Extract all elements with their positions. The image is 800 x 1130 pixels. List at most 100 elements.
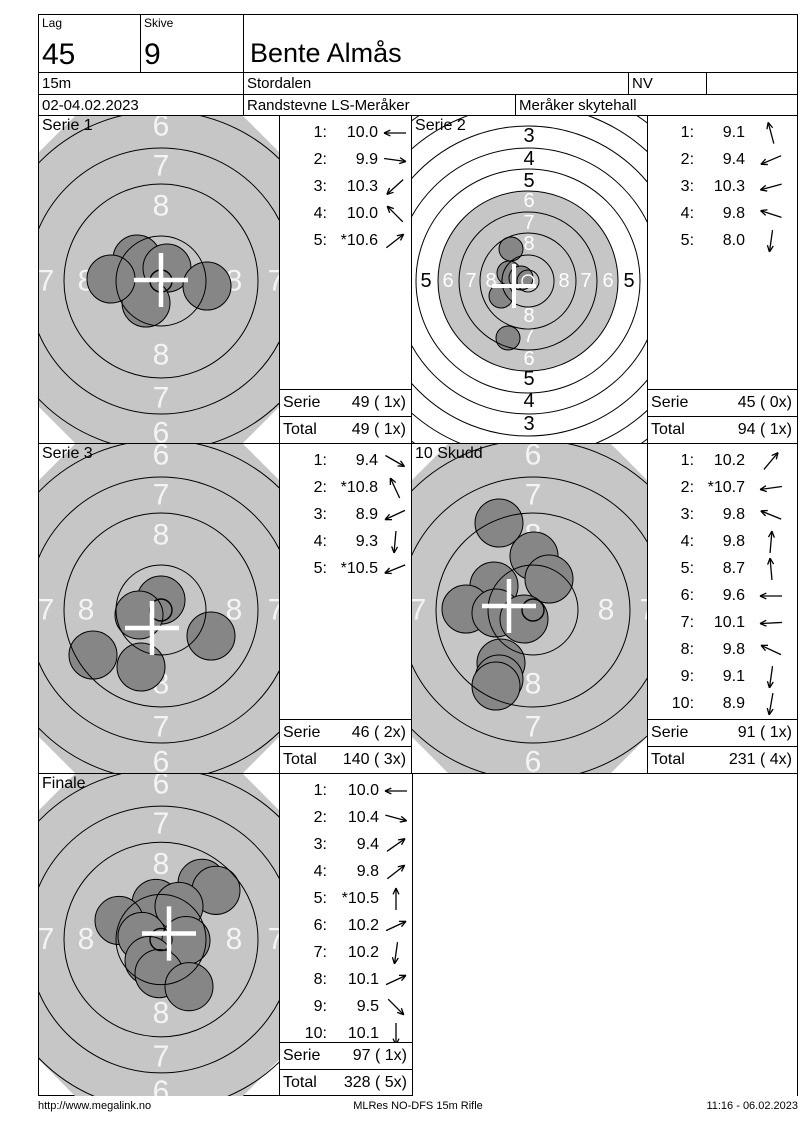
- shot-score-row: 4: 9.8: [648, 200, 797, 227]
- distance-value: 15m: [42, 75, 72, 92]
- svg-text:6: 6: [523, 190, 534, 212]
- shot-score-row: 2: *10.8: [280, 474, 411, 501]
- shot-arrow: [378, 201, 411, 227]
- shot-value: 9.8: [722, 532, 745, 550]
- shot-number: 1:: [313, 123, 327, 141]
- shot-arrow: [745, 502, 797, 528]
- event-cell: Randstevne LS-Meråker: [244, 95, 516, 115]
- svg-text:8: 8: [226, 594, 243, 627]
- shot-number: 8:: [313, 970, 327, 988]
- lag-label: Lag: [42, 16, 63, 30]
- header-row-3: 02-04.02.2023 Randstevne LS-Meråker Merå…: [39, 95, 797, 116]
- shot-direction-arrow: [766, 665, 774, 688]
- shot-value: 9.9: [355, 150, 379, 168]
- svg-text:7: 7: [640, 594, 647, 627]
- shot-score-row: 4: 10.0: [280, 200, 411, 227]
- shot-direction-arrow: [759, 591, 782, 600]
- shot-number: 4:: [680, 532, 695, 550]
- shot-score-row: 10: 8.9: [648, 690, 797, 717]
- total-value: 231 ( 4x): [728, 751, 792, 768]
- serie-value: 91 ( 1x): [737, 724, 792, 741]
- shot-arrow: [378, 448, 411, 474]
- event-value: Randstevne LS-Meråker: [247, 96, 410, 114]
- shot-direction-arrow: [760, 509, 782, 520]
- total-sum-row: Total 231 ( 4x): [648, 746, 797, 773]
- shot-value: 9.5: [356, 997, 379, 1015]
- svg-text:6: 6: [153, 444, 170, 472]
- shot-direction-arrow: [384, 454, 405, 467]
- shot-list: 1: 10.0 2: 9.9 3: 10.3 4: 10.0 5: *10.6: [280, 116, 411, 389]
- shot-direction-arrow: [385, 920, 406, 931]
- shot-number: 2:: [680, 150, 695, 168]
- shot-value: 9.3: [355, 532, 379, 550]
- svg-text:7: 7: [153, 1040, 170, 1073]
- shot-direction-arrow: [383, 156, 406, 164]
- shot-arrow: [745, 228, 797, 254]
- date-cell: 02-04.02.2023: [39, 95, 244, 115]
- shot-score-row: 1: 9.1: [648, 119, 797, 146]
- shot-score-row: 3: 10.3: [280, 173, 411, 200]
- total-label: Total: [283, 751, 317, 768]
- shot-direction-arrow: [766, 229, 774, 252]
- svg-text:8: 8: [153, 848, 170, 881]
- footer-url: http://www.megalink.no: [38, 1100, 152, 1112]
- shot-arrow: [378, 147, 411, 173]
- shot-arrow: [378, 556, 411, 582]
- skive-value: 9: [144, 38, 161, 71]
- shooter-name: Bente Almås: [250, 38, 402, 68]
- svg-text:8: 8: [598, 594, 615, 627]
- date-value: 02-04.02.2023: [42, 96, 139, 114]
- shot-arrow: [745, 174, 797, 200]
- total-sum-row: Total 49 ( 1x): [280, 416, 412, 443]
- shot-arrow: [379, 859, 412, 885]
- shot-value: 9.8: [722, 505, 745, 523]
- shot-arrow: [378, 475, 411, 501]
- shot-value: 9.1: [722, 667, 745, 685]
- shot-number: 5:: [313, 559, 327, 577]
- shot-number: 7:: [680, 613, 695, 631]
- shot-value: 9.8: [722, 640, 745, 658]
- shot-direction-arrow: [391, 887, 400, 910]
- shot-value: 9.1: [722, 123, 745, 141]
- shot-score-row: 6: 9.6: [648, 582, 797, 609]
- panel-title: 10 Skudd: [415, 445, 483, 462]
- shot-arrow: [745, 120, 797, 146]
- shot-number: 3:: [313, 505, 327, 523]
- shot-number: 2:: [313, 808, 327, 826]
- shot-value: *10.6: [340, 231, 379, 249]
- shot-score-row: 1: 9.4: [280, 447, 411, 474]
- shot-direction-arrow: [760, 644, 782, 655]
- shot-score-row: 3: 9.4: [280, 831, 412, 858]
- svg-text:5: 5: [623, 270, 634, 292]
- shot-list: 1: 10.0 2: 10.4 3: 9.4 4: 9.8 5: *10.5 6: 10.2 7: 10.…: [280, 774, 412, 1042]
- total-sum-row: Total 140 ( 3x): [280, 746, 412, 773]
- svg-text:8: 8: [525, 668, 542, 701]
- shot-number: 10:: [671, 694, 695, 712]
- header-row-1: Lag 45 Skive 9 Bente Almås: [39, 15, 797, 73]
- shot-value: 10.2: [347, 916, 379, 934]
- total-label: Total: [651, 421, 685, 438]
- shot-value: 10.3: [346, 177, 379, 195]
- shot-direction-arrow: [386, 864, 405, 879]
- shot-list: 1: 9.4 2: *10.8 3: 8.9 4: 9.3 5: *10.5: [280, 444, 411, 719]
- shot-number: 9:: [313, 997, 327, 1015]
- svg-text:8: 8: [523, 233, 534, 255]
- shot-number: 4:: [313, 862, 327, 880]
- shot-value: 9.4: [355, 451, 379, 469]
- shot-value: 9.4: [722, 150, 745, 168]
- shot-score-row: 3: 8.9: [280, 501, 411, 528]
- shot-score-row: 2: 10.4: [280, 804, 412, 831]
- shot-number: 1:: [313, 451, 327, 469]
- shot-number: 1:: [680, 451, 695, 469]
- score-column-serie-2: 1: 9.1 2: 9.4 3: 10.3 4: 9.8 5: 8.0 Serie 45 ( 0x…: [647, 116, 797, 443]
- svg-text:4: 4: [523, 390, 534, 412]
- shot-list: 1: 9.1 2: 9.4 3: 10.3 4: 9.8 5: 8.0: [648, 116, 797, 389]
- svg-text:6: 6: [153, 774, 170, 801]
